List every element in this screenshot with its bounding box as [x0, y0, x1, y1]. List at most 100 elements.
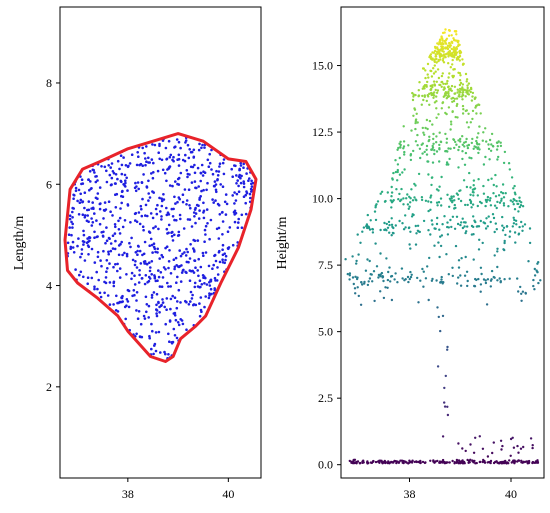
length-point: [159, 210, 162, 213]
height-point: [520, 299, 523, 302]
length-point: [168, 249, 171, 252]
length-point: [192, 247, 195, 250]
length-point: [166, 211, 170, 214]
height-point: [490, 143, 493, 146]
height-point: [445, 253, 448, 256]
height-point: [455, 461, 458, 464]
height-point: [358, 461, 362, 465]
length-point: [71, 222, 74, 226]
length-point: [151, 143, 154, 146]
height-point: [497, 462, 500, 465]
height-point: [431, 161, 435, 164]
length-point: [176, 321, 180, 324]
height-point: [497, 140, 500, 143]
height-point: [496, 158, 499, 161]
length-point: [120, 296, 124, 300]
height-point: [476, 147, 479, 150]
height-point: [427, 209, 430, 213]
height-point: [453, 38, 456, 42]
height-point: [466, 90, 469, 94]
height-point: [448, 197, 452, 200]
height-point: [439, 48, 442, 51]
height-point: [498, 277, 501, 280]
height-point: [355, 259, 358, 263]
height-point: [413, 460, 417, 464]
length-point: [143, 260, 147, 263]
height-point: [421, 460, 425, 464]
length-point: [120, 180, 123, 184]
height-point: [501, 229, 505, 232]
length-point: [201, 143, 204, 147]
length-point: [133, 263, 137, 267]
length-point: [148, 244, 151, 247]
height-point: [513, 231, 517, 234]
length-point: [222, 172, 226, 176]
length-point: [116, 262, 119, 266]
length-point: [242, 185, 246, 189]
length-point: [152, 352, 155, 356]
length-point: [150, 296, 154, 299]
length-point: [182, 227, 186, 230]
length-point: [240, 174, 243, 178]
length-point: [134, 211, 138, 215]
length-point: [72, 197, 75, 200]
length-point: [227, 246, 231, 249]
length-point: [226, 230, 230, 233]
length-point: [139, 335, 142, 339]
height-point: [440, 275, 443, 279]
height-point: [456, 282, 459, 285]
height-point: [419, 461, 422, 465]
height-point: [487, 178, 490, 182]
height-point: [351, 255, 354, 258]
height-point: [461, 98, 464, 101]
length-point: [96, 179, 99, 182]
length-point: [102, 217, 105, 220]
height-point: [482, 163, 486, 166]
length-point: [108, 173, 112, 177]
height-point: [412, 95, 415, 98]
height-point: [422, 67, 425, 70]
height-point: [478, 125, 481, 128]
height-point: [451, 53, 454, 57]
height-point: [438, 461, 441, 464]
height-point: [513, 218, 516, 222]
height-point: [445, 137, 449, 140]
height-point: [461, 226, 465, 230]
height-point: [453, 85, 457, 89]
height-point: [411, 459, 414, 462]
length-point: [174, 202, 177, 205]
length-point: [173, 233, 176, 237]
height-point: [348, 278, 351, 281]
height-point: [439, 329, 442, 333]
length-point: [173, 334, 177, 337]
length-point: [185, 300, 188, 304]
length-point: [86, 282, 89, 286]
height-point: [456, 88, 459, 91]
height-point: [372, 459, 375, 463]
height-point: [461, 447, 464, 450]
height-point: [444, 94, 447, 97]
length-point: [82, 229, 85, 233]
height-point: [414, 118, 418, 121]
height-point: [399, 146, 402, 149]
length-point: [177, 233, 181, 237]
height-point: [531, 444, 534, 447]
height-point: [447, 147, 450, 150]
height-point: [536, 461, 540, 464]
length-point: [121, 300, 124, 303]
length-point: [71, 216, 74, 219]
height-point: [516, 277, 519, 280]
height-point: [427, 298, 430, 302]
length-point: [162, 193, 165, 196]
right-x-tick-label: 40: [505, 487, 517, 501]
height-point: [398, 156, 401, 160]
length-point: [176, 275, 179, 279]
length-point: [247, 179, 250, 182]
height-point: [517, 210, 520, 213]
length-point: [96, 287, 99, 291]
height-point: [484, 155, 487, 159]
length-point: [237, 221, 240, 224]
height-point: [453, 68, 456, 71]
length-point: [193, 171, 197, 175]
